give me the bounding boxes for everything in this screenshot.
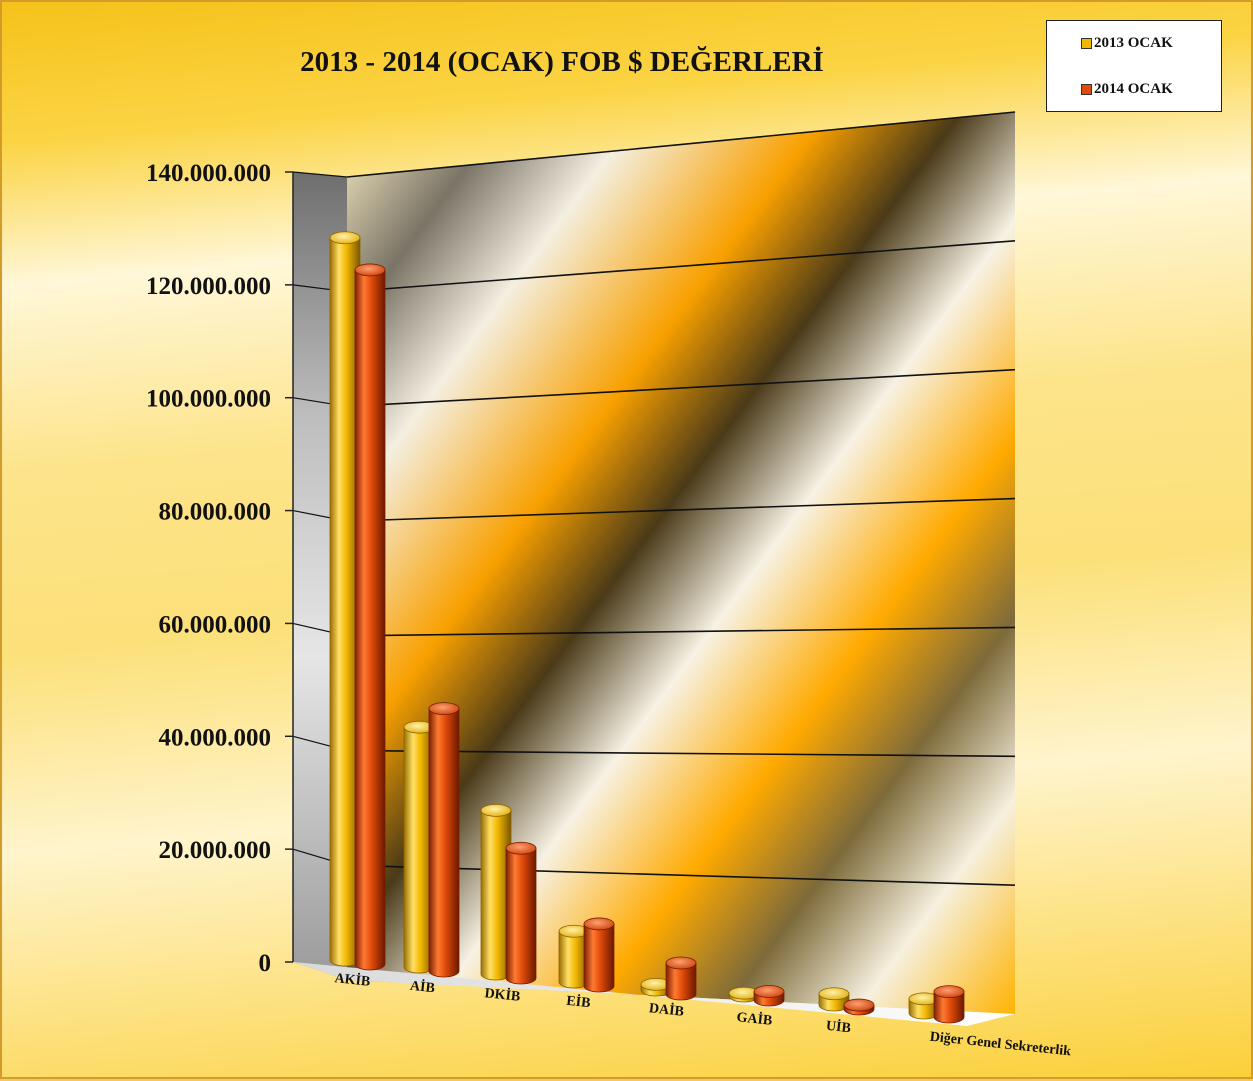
chart-title: 2013 - 2014 (OCAK) FOB $ DEĞERLERİ — [300, 46, 824, 78]
bar-2014-0 — [354, 263, 386, 971]
legend-item-2014: 2014 OCAK — [1081, 81, 1173, 98]
legend-label-2013: 2013 OCAK — [1094, 35, 1173, 51]
x-tick-label: DAİB — [648, 999, 685, 1020]
y-tick-label: 120.000.000 — [146, 273, 271, 300]
bar-2014-3 — [583, 917, 615, 993]
x-tick-label: GAİB — [736, 1008, 773, 1029]
bar-2013-5 — [728, 986, 760, 1003]
bar-2014-7 — [933, 985, 965, 1024]
bar-2014-1 — [428, 702, 460, 978]
gridline — [346, 368, 1016, 408]
bar-2013-0 — [329, 231, 361, 967]
bar-2014-2 — [505, 841, 537, 985]
y-tick-label: 0 — [259, 950, 272, 977]
bar-2013-4 — [640, 977, 672, 997]
x-tick-label: AİB — [409, 977, 436, 997]
legend-swatch-2013 — [1081, 38, 1092, 49]
gridline — [346, 111, 1016, 178]
legend-item-2013: 2013 OCAK — [1081, 35, 1173, 52]
legend: 2013 OCAK 2014 OCAK — [1046, 20, 1222, 112]
gridline-side — [292, 171, 348, 178]
back-wall — [347, 112, 1015, 1014]
y-tick-label: 20.000.000 — [159, 837, 272, 864]
bar-2014-5 — [753, 985, 785, 1007]
x-tick-label: DKİB — [484, 984, 521, 1005]
gridline — [346, 626, 1016, 637]
gridline — [346, 240, 1016, 293]
y-tick-label: 60.000.000 — [159, 611, 272, 638]
legend-swatch-2014 — [1081, 84, 1092, 95]
x-tick-label: UİB — [825, 1017, 852, 1037]
y-tick-label: 80.000.000 — [159, 499, 272, 526]
x-tick-label: Diğer Genel Sekreterlik — [929, 1030, 1072, 1060]
y-tick-label: 100.000.000 — [146, 386, 271, 413]
bar-2013-3 — [558, 924, 590, 989]
y-tick-label: 40.000.000 — [159, 724, 272, 751]
bar-2014-6 — [843, 998, 875, 1016]
x-tick-label: EİB — [566, 992, 592, 1011]
x-tick-label: AKİB — [334, 969, 371, 990]
y-tick-label: 140.000.000 — [146, 160, 271, 187]
gridline — [346, 497, 1016, 522]
bar-2013-2 — [480, 803, 512, 981]
bar-2014-4 — [665, 956, 697, 1001]
legend-label-2014: 2014 OCAK — [1094, 81, 1173, 97]
bar-2013-6 — [818, 987, 850, 1012]
bar-2013-7 — [908, 992, 940, 1020]
